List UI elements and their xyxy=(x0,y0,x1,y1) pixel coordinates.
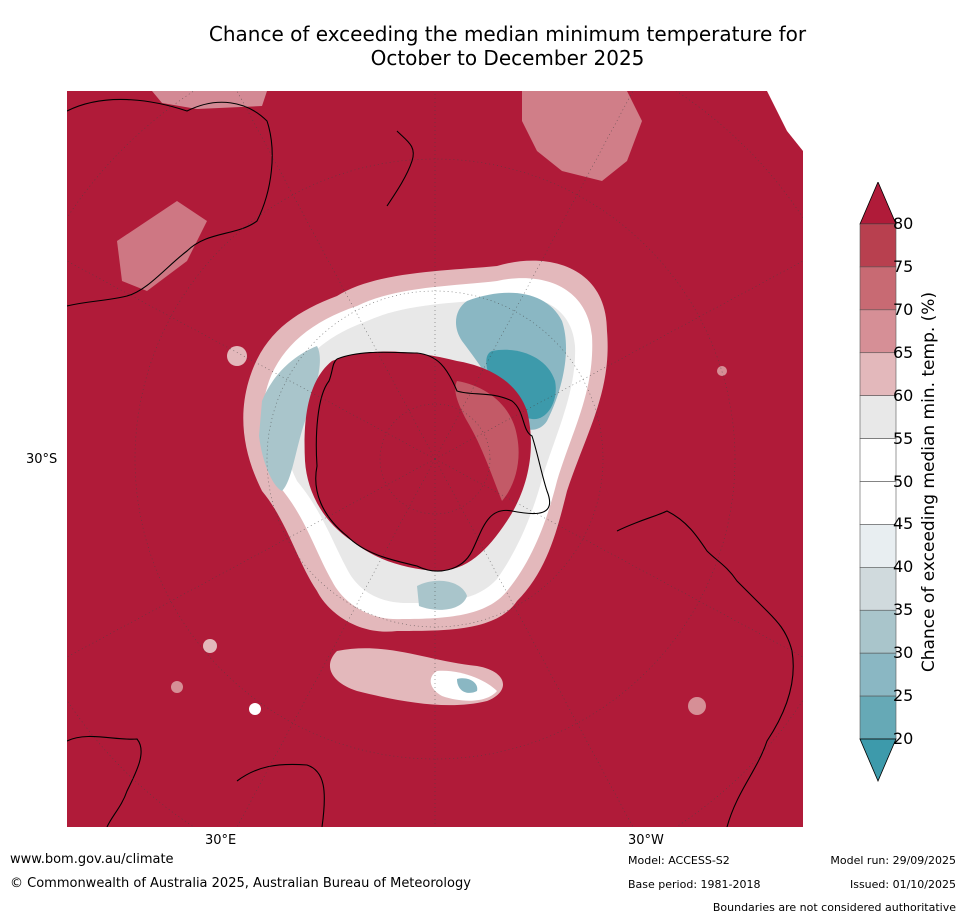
meridian-7 xyxy=(236,458,436,827)
cbar-segments xyxy=(859,223,897,740)
cbar-segment-3 xyxy=(859,352,897,396)
colorbar-tick: 80 xyxy=(893,214,914,233)
lon-label-30e: 30°E xyxy=(205,833,237,848)
cbar-segment-5 xyxy=(859,438,897,482)
chart-title: Chance of exceeding the median minimum t… xyxy=(150,22,865,70)
cbar-segment-1 xyxy=(859,266,897,311)
meridian-4 xyxy=(434,260,803,460)
coast-madagascar xyxy=(236,763,325,827)
footer-copyright: © Commonwealth of Australia 2025, Austra… xyxy=(10,876,471,891)
colorbar-tick: 40 xyxy=(893,557,914,577)
spot-pale-1 xyxy=(203,639,217,653)
cbar-segment-10 xyxy=(859,652,897,697)
cbar-segment-6 xyxy=(859,481,897,525)
lat-circle-60 xyxy=(379,403,491,515)
meridian-3 xyxy=(67,260,436,460)
meridian-5 xyxy=(67,458,436,658)
footer-disclaimer: Boundaries are not considered authoritat… xyxy=(712,901,956,914)
colorbar-tick: 70 xyxy=(893,299,914,319)
patch-low-west xyxy=(259,346,320,491)
lat-circle-30 xyxy=(134,158,736,760)
colorbar-tick: 50 xyxy=(893,471,914,491)
spot-pale-2 xyxy=(249,703,261,715)
lat-circle-45 xyxy=(266,290,604,628)
coast-south-america xyxy=(616,510,794,827)
patch-ne-corner xyxy=(767,91,803,151)
band-south-low xyxy=(457,678,478,693)
colorbar-tick: 65 xyxy=(893,342,914,362)
lat-label-30s: 30°S xyxy=(26,452,58,467)
colorbar xyxy=(859,182,897,782)
footer-website: www.bom.gov.au/climate xyxy=(10,852,174,867)
colorbar-tick: 60 xyxy=(893,385,914,405)
colorbar-tick: 55 xyxy=(893,428,914,448)
cbar-segment-2 xyxy=(859,309,897,354)
cbar-bottom-triangle xyxy=(859,738,897,782)
colorbar-tick: 20 xyxy=(893,729,914,748)
meridian-1 xyxy=(236,91,436,460)
footer-base-period: Base period: 1981-2018 xyxy=(628,878,761,891)
graticule xyxy=(67,91,803,827)
title-line-1: Chance of exceeding the median minimum t… xyxy=(208,22,807,46)
colorbar-title: Chance of exceeding median min. temp. (%… xyxy=(919,291,939,673)
footer-issued: Issued: 01/10/2025 xyxy=(849,878,956,891)
lon-label-30w: 30°W xyxy=(628,833,664,848)
probability-map xyxy=(67,91,803,827)
spot-pale-3 xyxy=(227,346,247,366)
cbar-top-triangle xyxy=(859,182,897,225)
cbar-segment-4 xyxy=(859,395,897,439)
footer-model-run: Model run: 29/09/2025 xyxy=(830,854,956,867)
colorbar-tick: 35 xyxy=(893,600,914,620)
coast-new-zealand xyxy=(386,130,414,207)
title-line-2: October to December 2025 xyxy=(370,46,645,70)
patch-very-low-east xyxy=(486,349,556,420)
coast-antarctica xyxy=(315,351,551,572)
colorbar-tick: 75 xyxy=(893,256,914,276)
coastlines xyxy=(67,98,794,827)
cbar-segment-9 xyxy=(859,609,897,654)
footer-model: Model: ACCESS-S2 xyxy=(628,854,730,867)
cbar-segment-8 xyxy=(859,567,897,611)
colorbar-tick: 45 xyxy=(893,514,914,534)
patch-ne-pale xyxy=(522,91,642,181)
colorbar-tick: 25 xyxy=(893,686,914,706)
colorbar-tick: 30 xyxy=(893,643,914,663)
patch-low-south xyxy=(417,580,467,610)
cbar-segment-7 xyxy=(859,524,897,568)
meridian-8 xyxy=(434,458,634,827)
antarctica-pale-edge xyxy=(455,381,519,501)
cbar-segment-0 xyxy=(859,223,897,268)
coast-australia xyxy=(67,98,273,307)
spot-pale-5 xyxy=(688,697,706,715)
meridian-2 xyxy=(434,91,634,460)
spot-pale-4 xyxy=(171,681,183,693)
coast-africa xyxy=(67,735,142,827)
patch-nw-pale xyxy=(117,201,207,291)
cbar-segment-11 xyxy=(859,695,897,740)
meridian-6 xyxy=(434,458,803,658)
spot-pale-6 xyxy=(717,366,727,376)
